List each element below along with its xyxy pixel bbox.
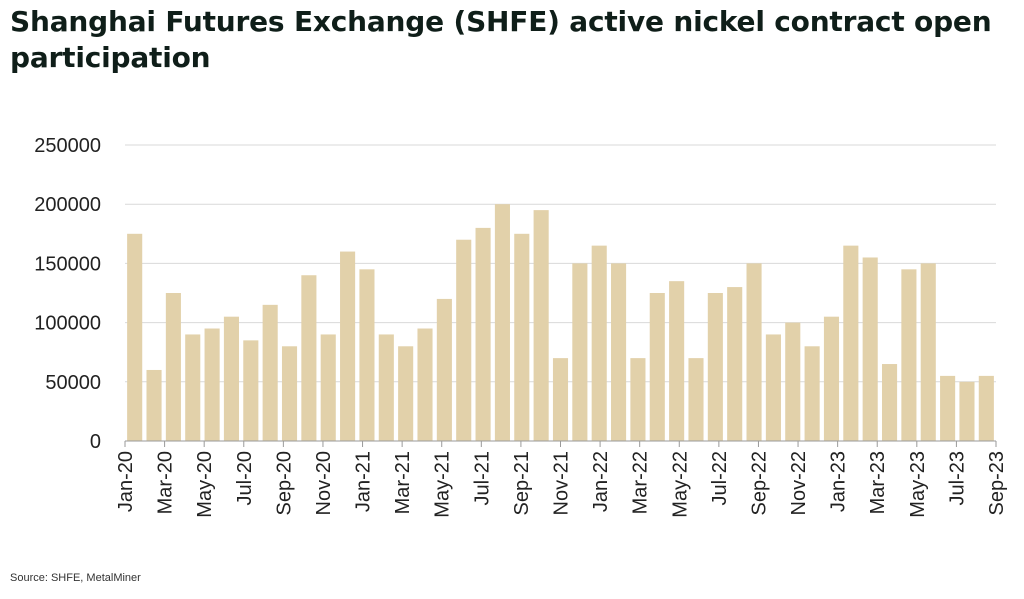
bar xyxy=(823,316,840,441)
bar xyxy=(320,334,336,441)
bar xyxy=(262,304,278,441)
bar xyxy=(940,375,956,441)
bar xyxy=(611,263,627,441)
bar xyxy=(669,281,685,441)
bar xyxy=(901,269,917,441)
x-tick-label: Mar-20 xyxy=(155,451,177,514)
bar xyxy=(649,293,665,441)
source-note: Source: SHFE, MetalMiner xyxy=(10,572,141,584)
y-tick-label: 0 xyxy=(90,431,101,453)
x-tick-label: Sep-20 xyxy=(273,451,295,516)
x-tick-label: May-22 xyxy=(669,451,691,518)
x-tick-label: May-23 xyxy=(907,451,929,518)
bar xyxy=(456,239,472,441)
bar xyxy=(959,381,975,441)
bar xyxy=(494,204,510,441)
bar xyxy=(843,245,859,441)
bar xyxy=(378,334,394,441)
x-tick-label: Jan-22 xyxy=(590,451,612,512)
x-tick-label: May-20 xyxy=(194,451,216,518)
y-axis-ticks: 0 50000 100000 150000 200000 250000 xyxy=(34,135,101,453)
x-tick-label: Jul-20 xyxy=(234,451,256,505)
x-tick-label: Mar-22 xyxy=(630,451,652,514)
bar xyxy=(688,358,704,441)
x-tick-label: Sep-22 xyxy=(748,451,770,516)
y-tick-label: 200000 xyxy=(34,194,101,216)
x-tick-label: Jul-23 xyxy=(946,451,968,505)
bar xyxy=(804,346,820,441)
bar xyxy=(359,269,375,441)
bar xyxy=(475,227,491,441)
bar xyxy=(146,369,162,441)
bar xyxy=(436,298,452,441)
bar xyxy=(533,210,549,441)
y-tick-label: 150000 xyxy=(34,253,101,275)
x-tick-label: Jan-21 xyxy=(353,451,375,512)
x-tick-label: Jan-20 xyxy=(115,451,137,512)
bar xyxy=(204,328,220,441)
bar xyxy=(630,358,646,441)
bar xyxy=(301,275,317,441)
bar xyxy=(591,245,607,441)
x-tick-label: Jul-22 xyxy=(709,451,731,505)
chart-title: Shanghai Futures Exchange (SHFE) active … xyxy=(10,5,992,74)
bar xyxy=(223,316,240,441)
x-tick-label: Jul-21 xyxy=(471,451,493,505)
bar xyxy=(785,322,801,441)
bar xyxy=(398,346,414,441)
bar xyxy=(572,263,588,441)
bar xyxy=(340,251,356,441)
bar xyxy=(727,287,743,441)
bar xyxy=(417,328,433,441)
bar xyxy=(920,263,936,441)
x-tick-label: Nov-21 xyxy=(551,451,573,515)
bar xyxy=(765,334,781,441)
y-tick-label: 100000 xyxy=(34,313,101,335)
x-tick-label: May-21 xyxy=(432,451,454,518)
x-tick-label: Nov-20 xyxy=(313,451,335,515)
bar-series xyxy=(127,204,994,441)
bar xyxy=(514,233,530,441)
x-tick-label: Sep-23 xyxy=(986,451,1008,516)
x-tick-label: Jan-23 xyxy=(828,451,850,512)
y-tick-label: 250000 xyxy=(34,135,101,157)
x-axis: Jan-20 Mar-20 May-20 Jul-20 Sep-20 Nov-20 Jan-… xyxy=(115,440,1008,518)
bar xyxy=(127,233,143,441)
bar xyxy=(881,364,898,441)
x-tick-label: Mar-21 xyxy=(392,451,414,514)
bar xyxy=(862,257,878,441)
bar xyxy=(281,346,298,441)
bar xyxy=(243,340,259,441)
y-tick-label: 50000 xyxy=(45,372,101,394)
bar xyxy=(165,293,181,441)
bar xyxy=(552,358,569,441)
x-tick-label: Nov-22 xyxy=(788,451,810,515)
bar xyxy=(707,293,723,441)
x-tick-label: Mar-23 xyxy=(867,451,889,514)
x-tick-label: Sep-21 xyxy=(511,451,533,516)
bar xyxy=(978,375,994,441)
bar xyxy=(746,263,762,441)
bar xyxy=(185,334,201,441)
